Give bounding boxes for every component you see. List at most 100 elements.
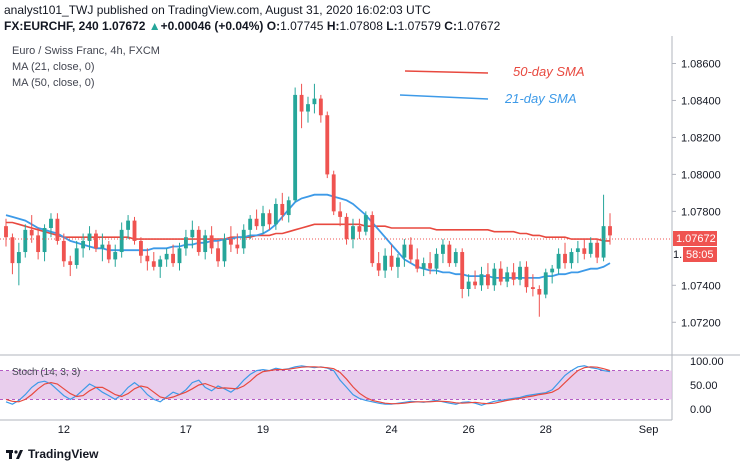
price-tick-label: 1.07800	[681, 206, 721, 218]
low-value: 1.07579	[397, 19, 441, 33]
candle-body	[530, 287, 535, 289]
candle-body	[190, 229, 195, 238]
sma50-annotation-line	[404, 70, 489, 74]
price-tick-label: 1.08200	[681, 132, 721, 144]
candle-body	[492, 268, 497, 286]
candle-body	[113, 252, 118, 260]
ma21-legend[interactable]: MA (21, close, 0)	[12, 61, 95, 73]
candle-body	[537, 289, 542, 295]
tradingview-label: TradingView	[28, 447, 99, 461]
time-tick-label: 19	[257, 424, 269, 436]
candle-body	[588, 242, 593, 254]
candle-body	[23, 229, 28, 253]
countdown-prefix: 1.	[673, 249, 682, 261]
candle-body	[402, 244, 407, 258]
tradingview-brand[interactable]: TradingView	[6, 447, 98, 461]
candle-body	[511, 272, 516, 280]
ma50-legend[interactable]: MA (50, close, 0)	[12, 77, 95, 89]
stoch-d-path	[5, 366, 611, 405]
last-price-badge-text: 1.07672	[676, 233, 716, 245]
price-pane	[0, 36, 672, 354]
candle-body	[145, 255, 150, 262]
stoch-axis: 100.00 50.00 0.00	[690, 356, 724, 416]
stoch-tick-label: 100.00	[690, 356, 724, 368]
candle-body	[100, 244, 105, 249]
candle-body	[318, 98, 323, 116]
candle-body	[222, 239, 227, 262]
high-label: H:	[326, 19, 340, 33]
candle-body	[498, 268, 503, 282]
candle-body	[312, 98, 317, 105]
countdown-text: 58:05	[686, 249, 714, 261]
close-value: 1.07672	[456, 19, 501, 33]
ma50-line	[6, 221, 610, 242]
candle-body	[338, 211, 343, 217]
candle-body	[524, 266, 529, 288]
time-tick-label: 28	[540, 424, 552, 436]
price-tick-label: 1.07200	[681, 317, 721, 329]
candle-body	[582, 248, 587, 254]
candle-body	[49, 218, 53, 228]
stoch-lines	[5, 365, 611, 406]
candle-body	[563, 253, 567, 264]
candle-body	[74, 248, 79, 265]
candle-body	[10, 237, 15, 264]
stoch-overbought-oversold-band	[0, 370, 672, 400]
tradingview-logo-icon	[6, 450, 23, 459]
candle-body	[61, 240, 66, 262]
candle-body	[273, 203, 278, 225]
sma50-annotation: 50-day SMA	[513, 64, 585, 79]
candle-body	[4, 226, 8, 238]
candle-body	[248, 218, 253, 230]
candle-body	[106, 244, 111, 260]
candle-body	[171, 253, 175, 264]
last-price: 1.07672	[102, 19, 146, 33]
candle-body	[94, 233, 98, 249]
candle-body	[216, 248, 220, 262]
candle-body	[177, 248, 182, 264]
candle-body	[81, 240, 86, 249]
candle-body	[485, 274, 490, 286]
ma50-path	[6, 221, 610, 242]
time-axis[interactable]: 12 17 19 24 26 28 Sep	[58, 424, 659, 436]
symbol[interactable]: FX:EURCHF, 240	[4, 19, 99, 33]
candle-body	[595, 242, 600, 258]
candle-body	[29, 229, 34, 236]
price-tick-label: 1.08000	[681, 169, 721, 181]
candle-body	[473, 281, 477, 286]
candle-body	[434, 253, 439, 269]
candle-body	[293, 94, 298, 201]
candle-body	[376, 263, 381, 271]
candle-body	[139, 240, 143, 256]
candle-body	[389, 255, 394, 267]
candle-body	[550, 268, 555, 273]
candle-body	[344, 216, 349, 240]
candle-body	[203, 235, 208, 253]
high-value: 1.07808	[339, 19, 383, 33]
candle-body	[209, 235, 214, 249]
candle-body	[228, 239, 233, 245]
candle-body	[543, 272, 548, 295]
sma21-annotation-line	[399, 94, 489, 100]
stoch-tick-label: 50.00	[690, 380, 718, 392]
candle-body	[87, 233, 92, 241]
price-change: +0.00046 (+0.04%)	[160, 19, 264, 33]
candle-body	[428, 263, 433, 269]
candle-body	[267, 213, 272, 225]
candle-body	[325, 115, 330, 175]
stoch-band	[0, 370, 672, 400]
price-axis[interactable]: 1.08600 1.08400 1.08200 1.08000 1.07800 1.074…	[672, 58, 721, 329]
stoch-tick-label: 0.00	[690, 404, 711, 416]
candle-body	[306, 104, 310, 112]
candle-body	[415, 259, 420, 269]
candle-body	[408, 244, 413, 260]
candle-body	[119, 229, 124, 253]
candle-body	[556, 253, 561, 269]
countdown-badge	[683, 247, 717, 262]
stoch-label: Stoch (14, 3, 3)	[12, 367, 80, 378]
candle-body	[254, 218, 259, 227]
candle-body	[36, 235, 41, 253]
candle-body	[608, 226, 612, 236]
candle-body	[575, 248, 580, 253]
candle-body	[286, 200, 291, 216]
